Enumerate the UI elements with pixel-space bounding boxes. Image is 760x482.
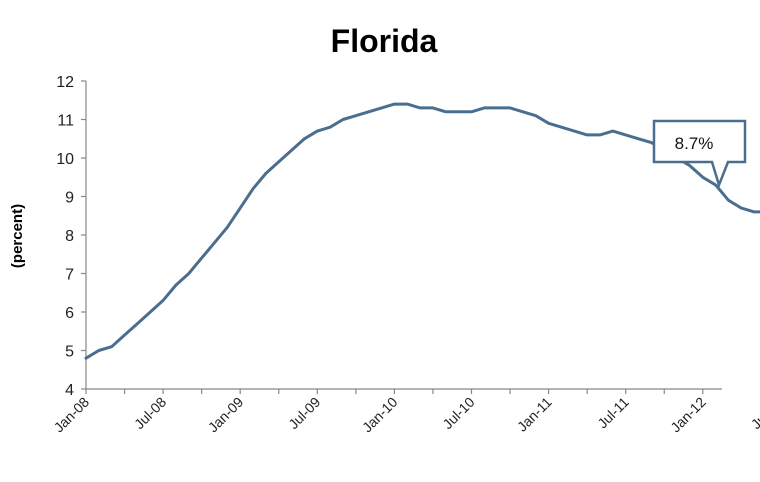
- data-point: [560, 126, 563, 129]
- y-tick-label: 9: [65, 190, 74, 207]
- data-point: [264, 172, 267, 175]
- x-tick-label: Jan-10: [359, 394, 401, 436]
- data-point: [252, 187, 255, 190]
- data-point: [316, 130, 319, 133]
- chart-title: Florida: [331, 23, 438, 59]
- data-point: [740, 207, 743, 210]
- data-point: [419, 106, 422, 109]
- x-tick-label: Jan-09: [205, 394, 247, 436]
- y-tick-label: 11: [57, 113, 74, 130]
- data-point: [239, 207, 242, 210]
- data-point: [303, 137, 306, 140]
- data-point: [123, 334, 126, 337]
- data-point: [701, 176, 704, 179]
- data-point: [393, 103, 396, 106]
- data-point: [457, 110, 460, 113]
- x-tick-label: Jul-12: [748, 394, 760, 432]
- data-point: [174, 284, 177, 287]
- data-point: [342, 118, 345, 121]
- data-point: [611, 130, 614, 133]
- x-tick-label: Jul-08: [131, 394, 169, 432]
- x-tick-label: Jan-11: [514, 394, 555, 435]
- data-point: [470, 110, 473, 113]
- data-point: [277, 160, 280, 163]
- data-point: [136, 322, 139, 325]
- data-point: [573, 130, 576, 133]
- callout-box: [652, 119, 747, 189]
- data-point: [213, 241, 216, 244]
- data-point: [521, 110, 524, 113]
- data-point: [586, 133, 589, 136]
- data-point: [753, 210, 756, 213]
- data-point: [110, 345, 113, 348]
- data-point: [599, 133, 602, 136]
- x-tick-label: Jul-11: [594, 394, 632, 432]
- data-point: [97, 349, 100, 352]
- data-point: [354, 114, 357, 117]
- y-tick-label: 6: [65, 305, 74, 322]
- data-point: [367, 110, 370, 113]
- callout-label: 8.7%: [675, 134, 714, 153]
- data-point: [624, 133, 627, 136]
- data-point: [509, 106, 512, 109]
- axes: [85, 81, 722, 390]
- data-point: [431, 106, 434, 109]
- data-point: [85, 357, 88, 360]
- data-point: [534, 114, 537, 117]
- x-tick-label: Jul-10: [439, 394, 477, 432]
- data-point: [406, 103, 409, 106]
- data-point: [483, 106, 486, 109]
- data-point: [329, 126, 332, 129]
- data-point: [162, 299, 165, 302]
- data-point: [496, 106, 499, 109]
- y-tick-label: 7: [65, 267, 74, 284]
- y-tick-label: 5: [65, 344, 74, 361]
- y-tick-label: 12: [56, 74, 74, 91]
- x-tick-label: Jul-09: [285, 394, 323, 432]
- y-axis-ticks: 4 5 6 7 8 9 10 11 12: [56, 74, 86, 399]
- data-point: [200, 257, 203, 260]
- data-point: [637, 137, 640, 140]
- data-point: [226, 226, 229, 229]
- data-point: [688, 164, 691, 167]
- data-point: [187, 272, 190, 275]
- data-point: [149, 311, 152, 314]
- y-axis-label: (percent): [9, 204, 26, 268]
- data-point: [727, 199, 730, 202]
- y-tick-label: 10: [56, 151, 74, 168]
- y-tick-label: 8: [65, 228, 74, 245]
- data-point: [444, 110, 447, 113]
- data-point: [290, 149, 293, 152]
- x-axis-ticks: Jan-08 Jul-08 Jan-09 Jul-09 Jan-10 Jul-10 Jan-…: [51, 389, 760, 435]
- x-tick-label: Jan-12: [667, 394, 709, 436]
- data-point: [380, 106, 383, 109]
- x-tick-label: Jan-08: [51, 394, 93, 436]
- data-point: [650, 141, 653, 144]
- y-tick-label: 4: [65, 382, 74, 399]
- data-point: [547, 122, 550, 125]
- callout: 8.7%: [652, 119, 747, 189]
- data-point: [714, 183, 717, 186]
